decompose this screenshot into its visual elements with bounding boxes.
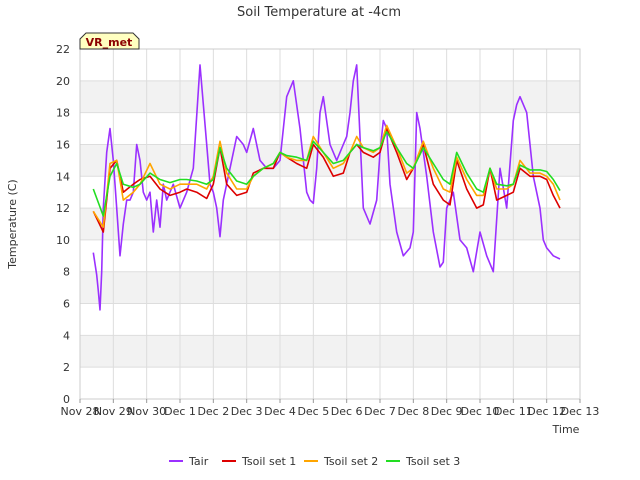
background-band bbox=[80, 271, 580, 304]
plot-frame bbox=[79, 48, 581, 400]
series-line-tair bbox=[92, 64, 561, 311]
chart-title: Soil Temperature at -4cm bbox=[237, 5, 401, 20]
x-tick-label: Dec 12 bbox=[527, 405, 566, 418]
background-band bbox=[80, 80, 580, 113]
y-tick-label: 10 bbox=[56, 234, 70, 247]
x-tick-label: Nov 30 bbox=[127, 405, 166, 418]
x-tick-label: Dec 5 bbox=[297, 405, 329, 418]
legend-label: Tsoil set 3 bbox=[405, 455, 460, 468]
series-lines bbox=[92, 64, 561, 311]
y-axis-ticks: 0 2 4 6 8 10 12 14 16 18 20 22 bbox=[56, 43, 70, 406]
x-tick-label: Dec 3 bbox=[231, 405, 263, 418]
x-tick-label: Dec 8 bbox=[397, 405, 429, 418]
y-tick-label: 14 bbox=[56, 170, 70, 183]
x-tick-label: Dec 6 bbox=[331, 405, 363, 418]
y-tick-label: 2 bbox=[63, 361, 70, 374]
legend-label: Tsoil set 2 bbox=[323, 455, 378, 468]
x-tick-label: Nov 29 bbox=[94, 405, 133, 418]
y-tick-label: 8 bbox=[63, 266, 70, 279]
x-tick-label: Dec 7 bbox=[364, 405, 396, 418]
y-tick-label: 4 bbox=[63, 329, 70, 342]
station-badge: VR_met bbox=[79, 32, 140, 50]
y-tick-label: 22 bbox=[56, 43, 70, 56]
legend-label: Tair bbox=[188, 455, 209, 468]
station-badge-label: VR_met bbox=[86, 36, 133, 49]
x-tick-label: Dec 1 bbox=[164, 405, 196, 418]
y-tick-label: 20 bbox=[56, 75, 70, 88]
x-tick-label: Nov 28 bbox=[61, 405, 100, 418]
legend: Tair Tsoil set 1 Tsoil set 2 Tsoil set 3 bbox=[169, 455, 460, 468]
x-tick-label: Dec 13 bbox=[561, 405, 600, 418]
y-axis-label: Temperature (C) bbox=[6, 179, 19, 269]
series-line-tsoil-set-3 bbox=[92, 130, 561, 217]
y-tick-label: 18 bbox=[56, 107, 70, 120]
station-badge-box bbox=[79, 32, 140, 50]
y-tick-label: 16 bbox=[56, 138, 70, 151]
background-band bbox=[80, 335, 580, 368]
x-tick-label: Dec 9 bbox=[431, 405, 463, 418]
y-tick-label: 0 bbox=[63, 393, 70, 406]
y-tick-label: 6 bbox=[63, 298, 70, 311]
x-tick-label: Dec 2 bbox=[197, 405, 229, 418]
plot-background-bands bbox=[80, 80, 580, 368]
x-tick-label: Dec 11 bbox=[494, 405, 533, 418]
x-tick-label: Dec 10 bbox=[461, 405, 500, 418]
x-tick-label: Dec 4 bbox=[264, 405, 296, 418]
y-tick-label: 12 bbox=[56, 202, 70, 215]
x-axis-label: Time bbox=[552, 423, 580, 436]
legend-label: Tsoil set 1 bbox=[241, 455, 296, 468]
